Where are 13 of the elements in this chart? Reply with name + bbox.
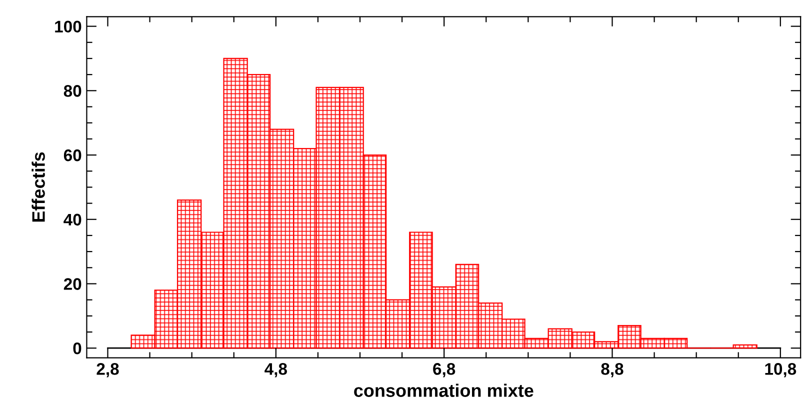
y-tick-label: 100 [55,20,82,32]
y-tick-label: 0 [73,342,82,354]
x-tick-label: 2,8 [96,363,119,378]
x-tick-label: 4,8 [264,363,287,378]
y-tick-label: 20 [64,278,82,290]
x-tick-label: 10,8 [765,363,796,378]
x-tick-label: 6,8 [433,363,456,378]
y-tick-label: 40 [64,214,82,226]
y-tick-label: 80 [64,85,82,97]
y-tick-label: 60 [64,149,82,162]
x-axis-title: consommation mixte [354,384,534,397]
y-axis-title: Effectifs [32,152,45,222]
x-tick-label: 8,8 [601,363,624,378]
